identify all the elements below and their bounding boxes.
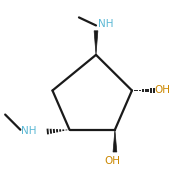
Text: OH: OH bbox=[154, 85, 170, 96]
Polygon shape bbox=[94, 31, 98, 55]
Text: NH: NH bbox=[98, 19, 113, 29]
Polygon shape bbox=[113, 130, 117, 152]
Text: NH: NH bbox=[21, 127, 37, 136]
Text: OH: OH bbox=[104, 156, 121, 167]
